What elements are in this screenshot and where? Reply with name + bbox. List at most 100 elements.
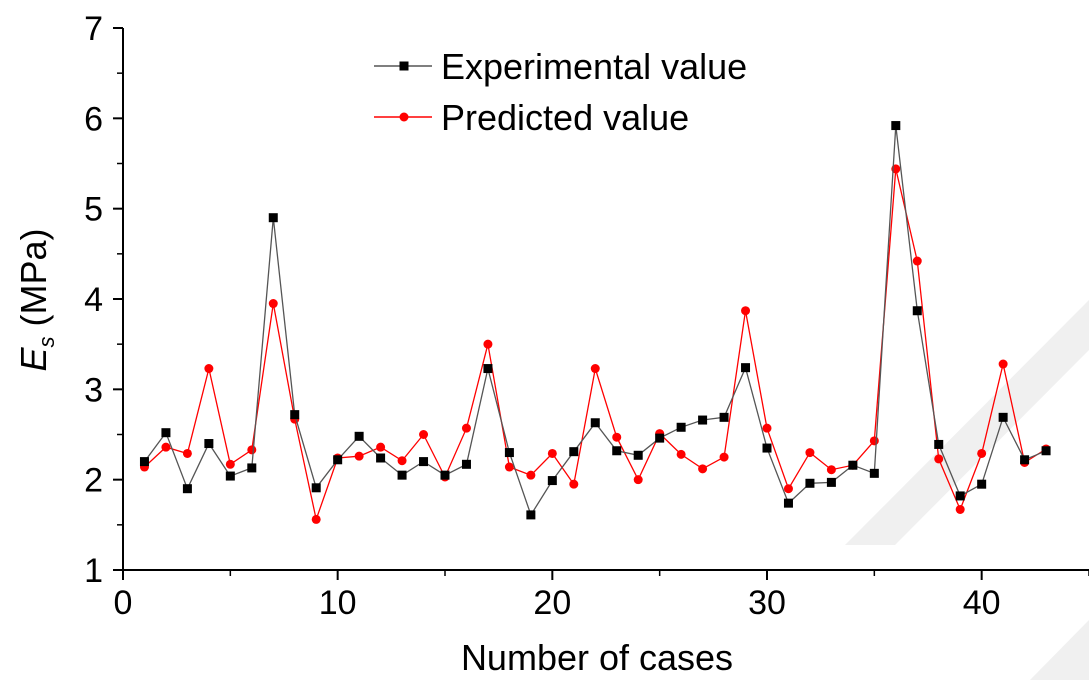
data-point-square <box>247 463 257 473</box>
series-layer <box>139 121 1051 524</box>
data-point-circle <box>612 432 622 442</box>
data-point-circle <box>676 449 686 459</box>
data-point-circle <box>204 364 214 374</box>
data-point-circle <box>762 423 772 433</box>
data-point-square <box>333 455 343 465</box>
data-point-square <box>762 443 772 453</box>
y-axis-subscript: s <box>34 336 59 347</box>
data-point-square <box>655 433 665 443</box>
data-point-square <box>955 491 965 501</box>
legend-marker-square <box>399 61 409 71</box>
data-point-circle <box>376 442 386 452</box>
legend-label-0: Experimental value <box>441 46 747 87</box>
data-point-square <box>826 477 836 487</box>
data-point-square <box>1041 446 1051 456</box>
data-point-square <box>848 460 858 470</box>
data-point-circle <box>719 452 729 462</box>
x-tick-label: 30 <box>748 584 786 622</box>
data-point-square <box>676 422 686 432</box>
x-tick-label: 20 <box>533 584 571 622</box>
data-point-circle <box>419 430 429 439</box>
y-tick-label: 5 <box>84 191 103 229</box>
data-point-square <box>440 470 450 480</box>
data-point-circle <box>977 448 987 458</box>
data-point-circle <box>354 451 364 461</box>
data-point-square <box>741 363 751 373</box>
data-point-circle <box>526 470 536 480</box>
data-point-circle <box>311 514 321 524</box>
watermark-stripe <box>845 300 1089 545</box>
data-point-square <box>783 498 793 508</box>
legend-label-1: Predicted value <box>441 97 689 138</box>
data-point-square <box>912 306 922 316</box>
x-tick-label: 0 <box>114 584 133 622</box>
data-point-circle <box>741 306 751 316</box>
y-tick-label: 3 <box>84 371 103 409</box>
data-point-square <box>1020 455 1030 465</box>
y-axis-symbol: E <box>13 347 54 372</box>
data-point-square <box>182 484 192 494</box>
y-tick-label: 7 <box>84 10 103 48</box>
series-line-0 <box>143 125 1047 517</box>
data-point-circle <box>225 459 235 469</box>
data-point-circle <box>826 465 836 475</box>
data-point-square <box>290 410 300 420</box>
data-point-circle <box>955 504 965 514</box>
y-axis-unit: (MPa) <box>13 228 54 326</box>
data-point-circle <box>268 299 278 309</box>
data-point-square <box>354 431 364 441</box>
series-line-1 <box>144 168 1047 522</box>
data-point-square <box>891 121 901 131</box>
data-point-circle <box>397 456 407 466</box>
data-point-square <box>719 412 729 422</box>
data-point-circle <box>483 339 493 349</box>
data-point-square <box>461 459 471 469</box>
data-point-circle <box>869 436 879 446</box>
data-point-circle <box>912 256 922 266</box>
data-point-circle <box>461 423 471 433</box>
x-tick-label: 40 <box>963 584 1001 622</box>
data-point-square <box>698 415 708 425</box>
y-axis-title: Es (MPa) <box>13 228 59 371</box>
data-point-square <box>934 439 944 449</box>
data-point-circle <box>698 464 708 474</box>
data-point-circle <box>998 359 1008 369</box>
x-axis-title: Number of cases <box>461 637 733 678</box>
data-point-circle <box>590 364 600 374</box>
data-point-square <box>869 468 879 478</box>
data-point-circle <box>161 442 171 452</box>
data-point-square <box>311 483 321 493</box>
data-point-circle <box>805 448 815 458</box>
data-point-circle <box>569 479 579 489</box>
data-point-square <box>998 412 1008 422</box>
y-tick-label: 6 <box>84 100 103 138</box>
data-point-square <box>805 478 815 488</box>
data-point-square <box>376 453 386 463</box>
watermark-stripe-2 <box>1030 620 1089 680</box>
data-point-circle <box>633 475 643 485</box>
data-point-square <box>419 457 429 467</box>
x-tick-label: 10 <box>319 584 357 622</box>
y-tick-label: 2 <box>84 462 103 500</box>
data-point-circle <box>547 448 557 458</box>
y-tick-label: 1 <box>84 552 103 590</box>
data-point-square <box>977 479 987 489</box>
axes: 1 2 3 4 5 6 7 0 10 20 30 40 <box>84 10 1089 622</box>
data-point-square <box>590 418 600 428</box>
data-point-square <box>569 447 579 457</box>
data-point-square <box>483 364 493 374</box>
legend: Experimental value Predicted value <box>374 46 747 138</box>
data-point-circle <box>504 462 514 472</box>
data-point-square <box>504 448 514 458</box>
data-point-square <box>526 510 536 520</box>
data-point-square <box>633 450 643 460</box>
legend-marker-circle <box>399 112 409 122</box>
data-point-square <box>225 471 235 481</box>
y-tick-label: 4 <box>84 281 103 319</box>
data-point-square <box>397 470 407 480</box>
data-point-square <box>161 428 171 438</box>
data-point-circle <box>182 448 192 458</box>
data-point-circle <box>247 445 257 455</box>
data-point-square <box>139 457 149 467</box>
